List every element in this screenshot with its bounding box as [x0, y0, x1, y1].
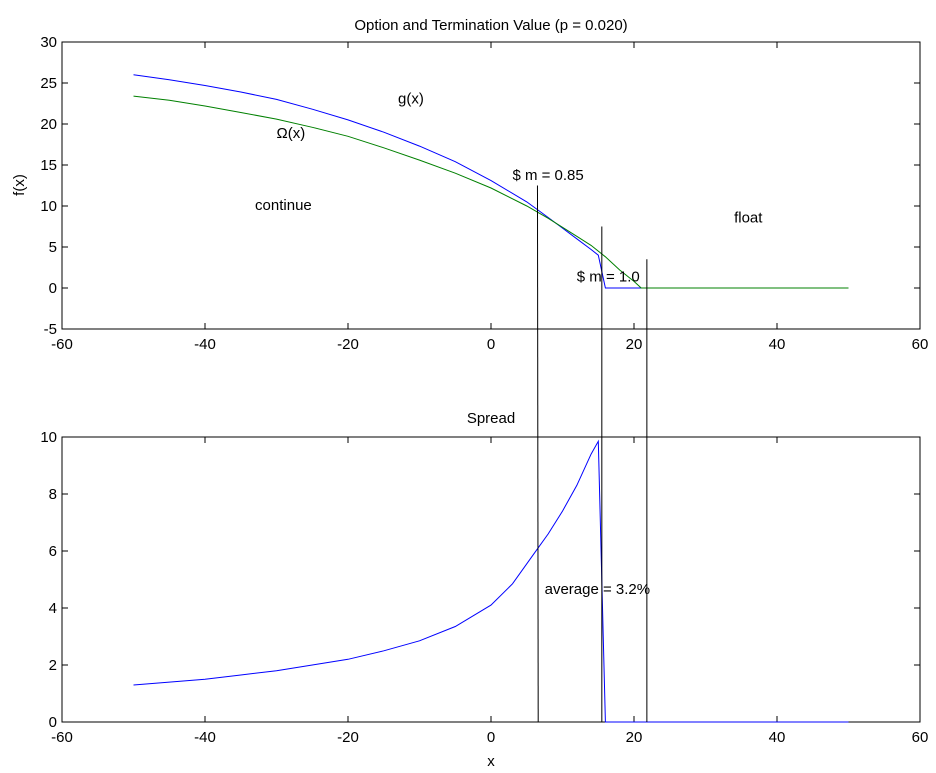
top-y-tick-label: 15: [40, 157, 57, 174]
top-annotation: g(x): [398, 91, 424, 108]
bottom-plot-frame: [61, 436, 921, 723]
top-y-tick-label: 25: [40, 75, 57, 92]
top-series-line-2: [133, 95, 849, 289]
top-series: [133, 74, 849, 289]
bottom-y-tick-label: 2: [49, 657, 57, 674]
bottom-x-tick-label: 0: [487, 729, 495, 746]
top-plot-frame: [61, 41, 921, 330]
top-y-tick-label: 30: [40, 34, 57, 51]
divider-lines: [536, 185, 648, 723]
top-annotation: $ m = 1.0: [577, 268, 640, 285]
bottom-x-axis-label: x: [487, 753, 495, 770]
bottom-x-tick-label: -20: [337, 729, 359, 746]
bottom-x-tick-label: -60: [51, 729, 73, 746]
top-annotation: float: [734, 209, 763, 226]
top-series-line-1: [133, 74, 849, 289]
bottom-x-tick-label: -40: [194, 729, 216, 746]
top-annotations: g(x) Ω(x) $ m = 0.85 continue float $ m = 1.0: [255, 91, 763, 286]
bottom-annotations: average = 3.2%: [545, 581, 651, 598]
bottom-x-tick-label: 60: [912, 729, 929, 746]
top-axes: -60 -40 -20 0 20 40 60 -5 0 5 10 15 20 25 30 g(x) Ω(x) $…: [11, 17, 928, 353]
top-annotation: Ω(x): [277, 125, 306, 142]
top-x-tick-label: -60: [51, 336, 73, 353]
bottom-y-tick-label: 6: [49, 543, 57, 560]
bottom-chart-title: Spread: [467, 410, 515, 427]
divider-line: [536, 185, 539, 723]
bottom-y-tick-label: 0: [49, 714, 57, 731]
bottom-ticks: -60 -40 -20 0 20 40 60 0 2 4 6 8 10: [40, 429, 928, 746]
top-x-tick-label: 20: [626, 336, 643, 353]
bottom-series-line-1: [133, 439, 849, 723]
top-y-tick-label: -5: [44, 321, 57, 338]
top-x-tick-label: -20: [337, 336, 359, 353]
bottom-x-tick-label: 40: [769, 729, 786, 746]
top-annotation: continue: [255, 197, 312, 214]
bottom-axes: -60 -40 -20 0 20 40 60 0 2 4 6 8 10 average = 3.2% S…: [40, 410, 928, 770]
top-x-tick-label: 40: [769, 336, 786, 353]
top-y-axis-label: f(x): [11, 174, 28, 196]
bottom-y-tick-label: 4: [49, 600, 57, 617]
top-x-tick-label: 0: [487, 336, 495, 353]
top-x-tick-label: 60: [912, 336, 929, 353]
bottom-y-tick-label: 10: [40, 429, 57, 446]
top-y-tick-label: 20: [40, 116, 57, 133]
top-y-tick-label: 5: [49, 239, 57, 256]
bottom-series: [133, 439, 849, 723]
top-ticks: -60 -40 -20 0 20 40 60 -5 0 5 10 15 20 25 30: [40, 34, 928, 353]
top-y-tick-label: 0: [49, 280, 57, 297]
top-chart-title: Option and Termination Value (p = 0.020): [354, 17, 627, 34]
bottom-x-tick-label: 20: [626, 729, 643, 746]
top-y-tick-label: 10: [40, 198, 57, 215]
top-x-tick-label: -40: [194, 336, 216, 353]
bottom-annotation: average = 3.2%: [545, 581, 651, 598]
bottom-y-tick-label: 8: [49, 486, 57, 503]
top-annotation: $ m = 0.85: [512, 167, 583, 184]
